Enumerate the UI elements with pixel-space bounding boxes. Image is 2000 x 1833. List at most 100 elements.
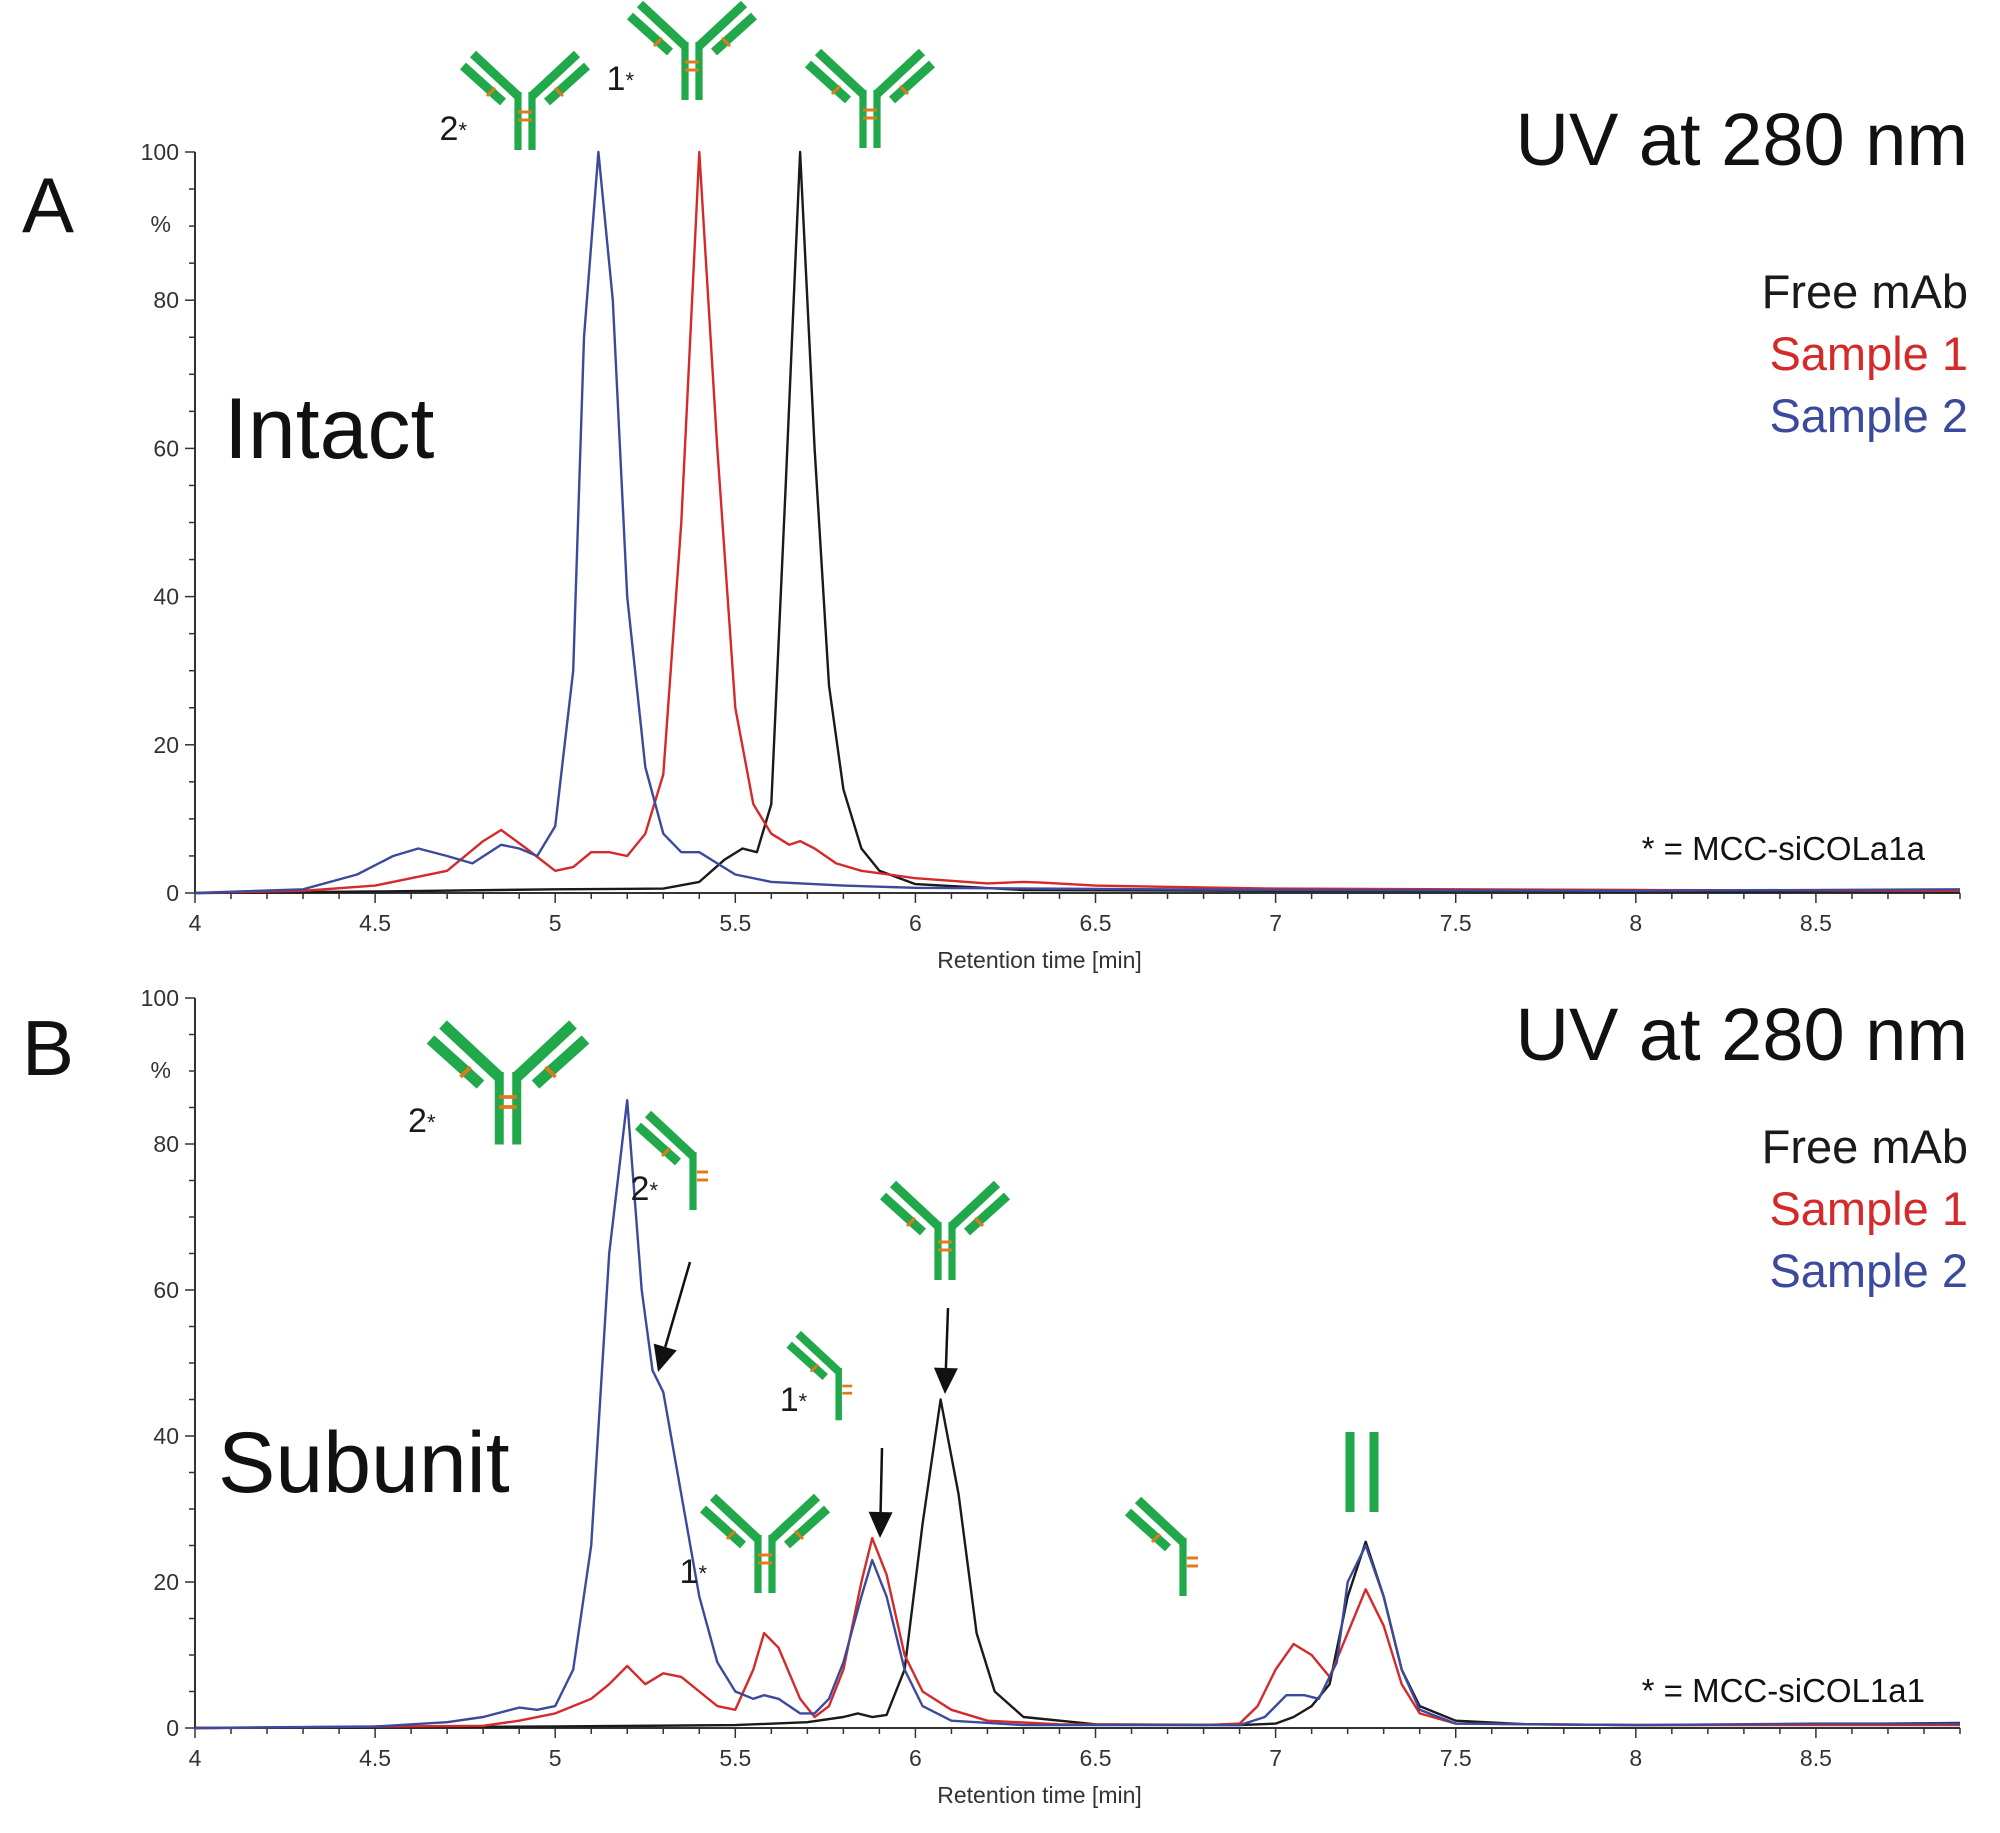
light-chain-arm	[634, 1122, 682, 1166]
disulfide-bond	[830, 84, 842, 96]
panel-title: Intact	[224, 381, 434, 477]
heavy-chain-arm	[695, 0, 748, 50]
x-tick-label: 8.5	[1800, 910, 1832, 936]
y-tick-label: 80	[153, 287, 179, 313]
conjugate-mark: *	[458, 118, 467, 143]
antibody-intact-icon: 2*	[408, 1020, 590, 1145]
panel-label: B	[22, 1004, 74, 1092]
y-tick-label: 80	[153, 1131, 179, 1157]
y-tick-label: 0	[166, 1715, 179, 1741]
legend-entry: Free mAb	[1762, 265, 1968, 318]
y-tick-label: 100	[141, 139, 179, 165]
conjugate-count-label: 2*	[631, 1170, 659, 1208]
disulfide-bond	[660, 1146, 672, 1158]
light-chain-arm	[804, 60, 852, 104]
peak-arrow	[933, 1307, 958, 1394]
heavy-chain-arm	[889, 1180, 942, 1230]
antibody-half-icon	[1124, 1496, 1198, 1596]
arrow-head	[868, 1511, 893, 1538]
x-tick-label: 5.5	[719, 1745, 751, 1771]
legend-entry: Sample 2	[1769, 389, 1968, 442]
y-axis-label: %	[151, 1057, 171, 1083]
light-chain-arm	[1124, 1508, 1172, 1552]
conjugate-count: 1	[607, 60, 626, 98]
disulfide-bond	[720, 36, 732, 48]
footnote: * = MCC-siCOLa1a	[1642, 830, 1926, 867]
x-tick-label: 7	[1269, 910, 1282, 936]
conjugate-count: 2	[631, 1170, 650, 1208]
disulfide-bond	[544, 1065, 557, 1079]
x-tick-label: 4	[189, 1745, 202, 1771]
heavy-chain-arm	[873, 48, 926, 98]
series-line-sample2	[194, 150, 1961, 895]
heavy-chain-arm	[512, 1020, 577, 1082]
disulfide-bond	[973, 1216, 985, 1228]
conjugate-count-label: 1*	[780, 1381, 808, 1419]
light-chain-arm	[783, 1505, 831, 1549]
x-axis-label: Retention time [min]	[937, 947, 1142, 973]
x-tick-label: 5	[549, 1745, 562, 1771]
heavy-chain-arm	[768, 1493, 821, 1543]
arrow-shaft	[944, 1307, 950, 1369]
heavy-chain-arm	[528, 50, 581, 100]
light-chain-arm	[786, 1341, 828, 1381]
conjugate-mark: *	[698, 1561, 707, 1586]
light-chain-arm	[888, 60, 936, 104]
peak-arrow	[653, 1261, 692, 1372]
conjugate-count: 1	[780, 1381, 799, 1419]
detector-label: UV at 280 nm	[1516, 98, 1968, 181]
light-chain-arm	[459, 62, 507, 106]
legend-entry: Sample 2	[1769, 1244, 1968, 1297]
x-tick-label: 5.5	[719, 910, 751, 936]
x-tick-label: 7	[1269, 1745, 1282, 1771]
x-tick-label: 6	[909, 1745, 922, 1771]
chart-panel-b: 0 20 40 60 80 100% 4 4.5 5 5.5 6 6.5 7 7.5 8 8.5 Retenti…	[22, 985, 1968, 1808]
conjugate-mark: *	[649, 1178, 658, 1203]
heavy-chain-arm	[814, 48, 867, 98]
x-tick-label: 6.5	[1080, 1745, 1112, 1771]
y-tick-label: 0	[166, 880, 179, 906]
x-tick-label: 4.5	[359, 1745, 391, 1771]
conjugate-count: 2	[440, 110, 459, 148]
legend-entry: Sample 1	[1769, 1182, 1968, 1235]
peak-arrow	[868, 1447, 893, 1538]
antibody-half-icon: 1*	[780, 1330, 853, 1421]
y-tick-label: 60	[153, 435, 179, 461]
x-tick-label: 6	[909, 910, 922, 936]
conjugate-count-label: 2*	[408, 1102, 436, 1140]
light-chain-arm	[543, 62, 591, 106]
y-tick-label: 20	[153, 732, 179, 758]
disulfide-bond	[725, 1529, 737, 1541]
antibody-chains-icon	[1345, 1432, 1379, 1512]
disulfide-bond	[1150, 1532, 1162, 1544]
light-chain-arm	[531, 1035, 590, 1089]
series-line-sample2	[194, 1099, 1960, 1730]
series-line-sample1	[194, 150, 1961, 895]
antibody-intact-icon	[879, 1180, 1011, 1280]
y-tick-label: 40	[153, 584, 179, 610]
conjugate-count-label: 1*	[680, 1553, 708, 1591]
detector-label: UV at 280 nm	[1516, 993, 1968, 1076]
disulfide-bond	[485, 86, 497, 98]
chart-panel-a: 0 20 40 60 80 100% 4 4.5 5 5.5 6 6.5 7 7.5 8 8.5 Retenti…	[22, 0, 1968, 973]
disulfide-bond	[793, 1529, 805, 1541]
y-tick-label: 100	[141, 985, 179, 1011]
arrow-shaft	[664, 1261, 692, 1348]
x-tick-label: 4	[189, 910, 202, 936]
conjugate-mark: *	[799, 1389, 808, 1414]
x-tick-label: 7.5	[1440, 910, 1472, 936]
disulfide-bond	[652, 36, 664, 48]
legend-entry: Sample 1	[1769, 327, 1968, 380]
legend-entry: Free mAb	[1762, 1120, 1968, 1173]
x-tick-label: 8	[1629, 1745, 1642, 1771]
disulfide-bond	[905, 1216, 917, 1228]
disulfide-bond	[459, 1065, 472, 1079]
y-axis-label: %	[151, 211, 171, 237]
y-tick-label: 60	[153, 1277, 179, 1303]
legend: Free mAb Sample 1 Sample 2	[1762, 265, 1968, 442]
heavy-chain-arm	[1134, 1496, 1187, 1546]
x-tick-label: 5	[549, 910, 562, 936]
x-axis-label: Retention time [min]	[937, 1782, 1142, 1808]
light-chain-arm	[963, 1192, 1011, 1236]
